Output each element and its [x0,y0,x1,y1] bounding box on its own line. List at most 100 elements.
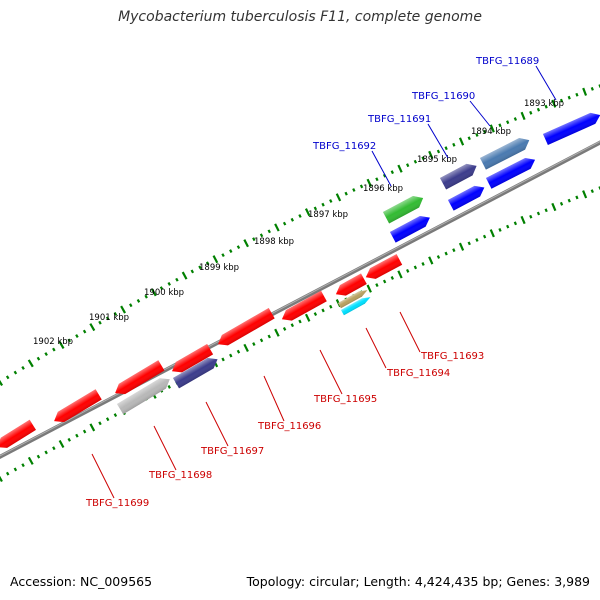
inner-tick [236,349,241,354]
inner-tick [89,423,96,432]
label-leader-line [205,401,229,447]
outer-tick [582,87,588,96]
outer-tick [252,237,256,242]
inner-tick [482,234,487,239]
label-leader-line [427,123,449,159]
outer-tick [144,294,148,299]
outer-tick [406,163,410,168]
inner-tick [536,211,541,216]
gene-arrow [218,308,275,346]
scale-label: 1902 kbp [33,337,73,347]
scale-label: 1900 kbp [144,288,184,298]
gene-arrow [543,112,600,145]
gene-arrow [115,360,165,395]
outer-tick [175,277,179,282]
outer-tick [259,233,264,238]
gene-label-forward: TBFG_11691 [367,114,431,125]
gene-arrow [440,163,477,190]
inner-tick [397,270,403,279]
outer-tick [567,95,571,100]
scale-label: 1897 kbp [308,210,348,220]
outer-tick [129,303,133,308]
gene-arrow [0,419,36,448]
scale-label: 1895 kbp [417,155,457,165]
inner-tick [313,312,318,317]
gene-arrow [390,216,430,243]
inner-tick [467,241,471,246]
gene-label-forward: TBFG_11689 [475,56,539,67]
outer-tick [467,136,471,141]
inner-tick [590,189,594,194]
scale-label: 1896 kbp [363,184,403,194]
outer-tick [105,316,110,321]
inner-tick [559,201,564,206]
label-leader-line [153,425,177,471]
inner-tick [298,319,302,324]
outer-tick [321,202,325,207]
outer-tick [559,98,564,103]
inner-tick [98,421,102,426]
inner-tick [529,214,533,219]
inner-tick [229,353,233,358]
outer-tick [344,191,348,196]
outer-tick [506,120,510,125]
outer-tick [0,379,4,386]
scale-label: 1899 kbp [199,263,239,273]
outer-tick [436,149,441,154]
inner-tick [36,454,41,459]
outer-tick [159,286,164,291]
inner-tick [259,338,264,343]
outer-tick [21,366,25,370]
outer-tick [113,311,118,316]
outer-tick [167,282,171,286]
scale-label: 1898 kbp [254,237,294,247]
scale-label: 1893 kbp [524,99,564,109]
inner-tick [506,224,510,229]
outer-tick [5,375,10,380]
outer-tick [44,352,48,357]
gene-label-reverse: TBFG_11698 [148,470,212,481]
map-title: Mycobacterium tuberculosis F11, complete… [118,9,482,25]
outer-tick [75,334,79,338]
gene-label-reverse: TBFG_11695 [313,394,377,405]
outer-tick [352,188,356,192]
inner-tick [113,413,118,418]
outer-tick [329,199,333,203]
outer-tick [397,164,403,173]
gene-arrow [335,273,367,296]
inner-tick [382,279,387,284]
inner-tick [304,313,311,322]
outer-tick [444,146,448,151]
inner-tick [582,190,588,199]
label-leader-line [371,150,392,187]
inner-tick [67,437,71,442]
inner-tick [413,265,418,270]
inner-tick [375,283,379,287]
gene-label-reverse: TBFG_11696 [257,421,321,432]
inner-tick [498,228,502,232]
inner-tick [390,276,394,280]
inner-tick [567,198,571,203]
outer-tick-ring [0,84,600,386]
outer-tick [335,193,342,202]
outer-tick [120,305,127,314]
inner-tick [282,327,287,331]
inner-tick [575,195,579,200]
inner-tick [489,229,495,238]
gene-label-reverse: TBFG_11699 [85,498,149,509]
inner-tick [27,456,34,465]
gene-arrow [383,196,424,224]
outer-tick [575,92,579,97]
outer-tick [536,107,541,112]
inner-tick [366,284,372,293]
outer-tick [359,184,364,189]
outer-tick [366,178,372,187]
gene-arrow [338,290,368,309]
inner-tick [475,238,479,242]
gene-label-reverse: TBFG_11693 [420,351,484,362]
outer-tick [452,142,456,147]
gene-arrow [281,290,327,321]
outer-tick [13,370,18,375]
